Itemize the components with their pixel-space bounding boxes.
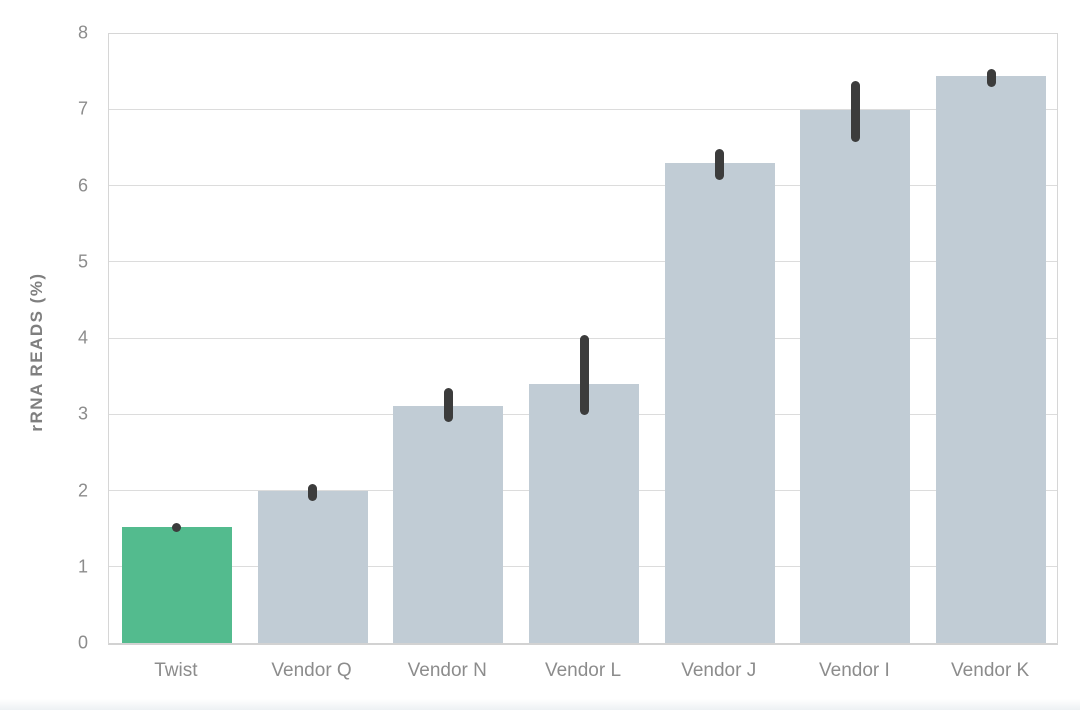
y-tick-label: 1 xyxy=(77,556,88,577)
x-label-vendor-q: Vendor Q xyxy=(271,660,352,681)
plot-area xyxy=(108,33,1058,645)
error-bar-vendor-l xyxy=(579,335,589,415)
error-bar-vendor-q xyxy=(308,483,318,502)
error-bar-twist xyxy=(172,522,182,532)
y-tick-label: 4 xyxy=(77,327,88,348)
gridline xyxy=(109,185,1057,187)
y-tick-label: 5 xyxy=(77,251,88,272)
y-tick-label: 7 xyxy=(77,98,88,119)
y-tick-label: 0 xyxy=(77,632,88,653)
bar-vendor-n xyxy=(393,405,504,643)
bar-vendor-j xyxy=(664,163,775,643)
footer-strip xyxy=(0,699,1080,710)
error-bar-vendor-j xyxy=(715,148,725,181)
x-label-vendor-k: Vendor K xyxy=(951,660,1030,681)
error-bar-vendor-k xyxy=(986,69,996,87)
x-axis-labels: Twist Vendor Q Vendor N Vendor L Vendor J Ven… xyxy=(108,660,1058,688)
bar-vendor-k xyxy=(936,75,1047,643)
bar-vendor-i xyxy=(800,110,911,643)
y-tick-label: 6 xyxy=(77,175,88,195)
y-tick-label: 2 xyxy=(77,480,88,500)
x-label-vendor-j: Vendor J xyxy=(681,660,757,681)
bar-vendor-q xyxy=(257,490,368,643)
bar-twist xyxy=(121,527,232,643)
y-axis-tick-labels: 0 1 2 3 4 5 6 7 8 xyxy=(0,23,88,653)
x-label-vendor-i: Vendor I xyxy=(819,660,890,681)
y-tick-label: 8 xyxy=(77,22,88,43)
gridline xyxy=(109,261,1057,263)
error-bar-vendor-i xyxy=(850,81,860,143)
x-label-vendor-l: Vendor L xyxy=(544,660,622,681)
error-bar-vendor-n xyxy=(443,388,453,423)
y-tick-label: 3 xyxy=(77,403,88,424)
x-label-vendor-n: Vendor N xyxy=(407,660,487,681)
bar-vendor-l xyxy=(529,384,639,643)
gridline xyxy=(109,109,1057,111)
x-label-twist: Twist xyxy=(154,660,198,681)
